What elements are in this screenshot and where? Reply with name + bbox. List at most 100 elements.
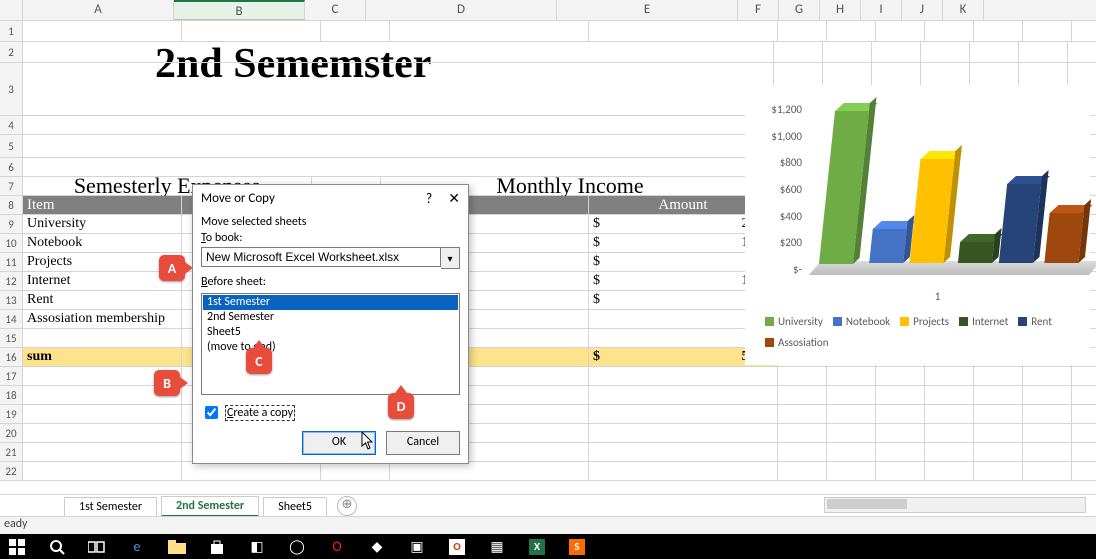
- row-header[interactable]: 10: [0, 234, 23, 252]
- create-copy-label[interactable]: Create a copy: [225, 405, 295, 421]
- row-header[interactable]: 16: [0, 348, 23, 366]
- cell[interactable]: [319, 116, 387, 134]
- create-copy-checkbox[interactable]: [205, 406, 218, 419]
- bar-chart[interactable]: $1,200$1,000$800$600$400$200$- 1 Univers…: [745, 85, 1090, 365]
- cell[interactable]: [589, 424, 778, 442]
- column-header[interactable]: F: [738, 0, 779, 20]
- cell[interactable]: [925, 424, 974, 442]
- cell[interactable]: [181, 116, 319, 134]
- cell[interactable]: [974, 405, 1023, 423]
- cell[interactable]: [778, 462, 827, 480]
- app-icon[interactable]: ◆: [366, 538, 388, 556]
- app-icon[interactable]: ◧: [246, 538, 268, 556]
- opera-icon[interactable]: O: [326, 538, 348, 556]
- column-header[interactable]: E: [557, 0, 738, 20]
- search-icon[interactable]: [46, 538, 68, 556]
- row-header[interactable]: 21: [0, 443, 23, 461]
- cell[interactable]: [974, 462, 1023, 480]
- cell[interactable]: [925, 386, 974, 404]
- cell[interactable]: [827, 386, 876, 404]
- cell[interactable]: Rent: [23, 291, 182, 309]
- cell[interactable]: [921, 42, 970, 62]
- windows-taskbar[interactable]: e ◧ ◯ O ◆ ▣ O ▦ X S: [0, 534, 1096, 559]
- cell[interactable]: [974, 367, 1023, 385]
- cell[interactable]: [925, 443, 974, 461]
- horizontal-scrollbar[interactable]: [824, 497, 1086, 513]
- cancel-button[interactable]: Cancel: [386, 431, 460, 455]
- cell[interactable]: [876, 21, 925, 41]
- dialog-titlebar[interactable]: Move or Copy ? ✕: [193, 185, 468, 211]
- cell[interactable]: [1019, 42, 1068, 62]
- app-icon[interactable]: ▣: [406, 538, 428, 556]
- column-header[interactable]: G: [779, 0, 820, 20]
- cell[interactable]: [1023, 386, 1072, 404]
- cell[interactable]: [876, 443, 925, 461]
- cell[interactable]: [778, 21, 827, 41]
- cell[interactable]: [23, 405, 182, 423]
- cell[interactable]: [1023, 443, 1072, 461]
- cell[interactable]: [23, 135, 181, 157]
- cell[interactable]: [974, 443, 1023, 461]
- cell[interactable]: [876, 424, 925, 442]
- cell[interactable]: [589, 443, 778, 461]
- cell[interactable]: [387, 116, 585, 134]
- cell[interactable]: [876, 462, 925, 480]
- cell[interactable]: [390, 462, 589, 480]
- cell[interactable]: [321, 21, 390, 41]
- row-header[interactable]: 13: [0, 291, 23, 309]
- row-header[interactable]: 3: [0, 63, 23, 115]
- row-header[interactable]: 20: [0, 424, 23, 442]
- listbox-item[interactable]: (move to end): [203, 340, 458, 355]
- cell[interactable]: [778, 386, 827, 404]
- row-header[interactable]: 4: [0, 116, 23, 134]
- cell[interactable]: [827, 443, 876, 461]
- cell[interactable]: [181, 63, 319, 115]
- cell[interactable]: [974, 21, 1023, 41]
- cell[interactable]: [925, 405, 974, 423]
- cell[interactable]: [876, 367, 925, 385]
- row-header[interactable]: 19: [0, 405, 23, 423]
- cell[interactable]: [321, 462, 390, 480]
- row-header[interactable]: 11: [0, 253, 23, 271]
- cell[interactable]: [827, 462, 876, 480]
- row-header[interactable]: 6: [0, 158, 23, 176]
- cell[interactable]: [823, 42, 872, 62]
- column-header[interactable]: J: [902, 0, 943, 20]
- cell[interactable]: [181, 135, 319, 157]
- cell[interactable]: [925, 21, 974, 41]
- cell[interactable]: [827, 405, 876, 423]
- store-icon[interactable]: [206, 538, 228, 556]
- column-header[interactable]: B: [174, 0, 305, 20]
- cell[interactable]: [23, 116, 181, 134]
- cell[interactable]: Assosiation membership: [23, 310, 182, 328]
- row-header[interactable]: 1: [0, 21, 23, 41]
- row-header[interactable]: 8: [0, 196, 23, 214]
- to-book-input[interactable]: [201, 247, 441, 267]
- cell[interactable]: [182, 462, 321, 480]
- help-icon[interactable]: ?: [426, 190, 433, 207]
- cell[interactable]: sum: [23, 348, 182, 366]
- row-header[interactable]: 9: [0, 215, 23, 233]
- row-header[interactable]: 5: [0, 135, 23, 157]
- row-header[interactable]: 22: [0, 462, 23, 480]
- office-icon[interactable]: O: [446, 538, 468, 556]
- column-header[interactable]: D: [366, 0, 557, 20]
- cell[interactable]: [319, 42, 387, 62]
- row-header[interactable]: 12: [0, 272, 23, 290]
- column-header[interactable]: C: [305, 0, 366, 20]
- column-header[interactable]: K: [943, 0, 984, 20]
- row-header[interactable]: 2: [0, 42, 23, 62]
- cell[interactable]: [778, 443, 827, 461]
- row-header[interactable]: 17: [0, 367, 23, 385]
- cell[interactable]: [589, 367, 778, 385]
- cell[interactable]: [589, 386, 778, 404]
- cell[interactable]: [1023, 21, 1072, 41]
- cell[interactable]: [925, 462, 974, 480]
- cell[interactable]: [589, 405, 778, 423]
- close-icon[interactable]: ✕: [448, 190, 460, 207]
- cell[interactable]: [827, 424, 876, 442]
- chevron-down-icon[interactable]: ▾: [441, 247, 460, 269]
- cell[interactable]: [974, 386, 1023, 404]
- cell[interactable]: [23, 63, 181, 115]
- cell[interactable]: [23, 443, 182, 461]
